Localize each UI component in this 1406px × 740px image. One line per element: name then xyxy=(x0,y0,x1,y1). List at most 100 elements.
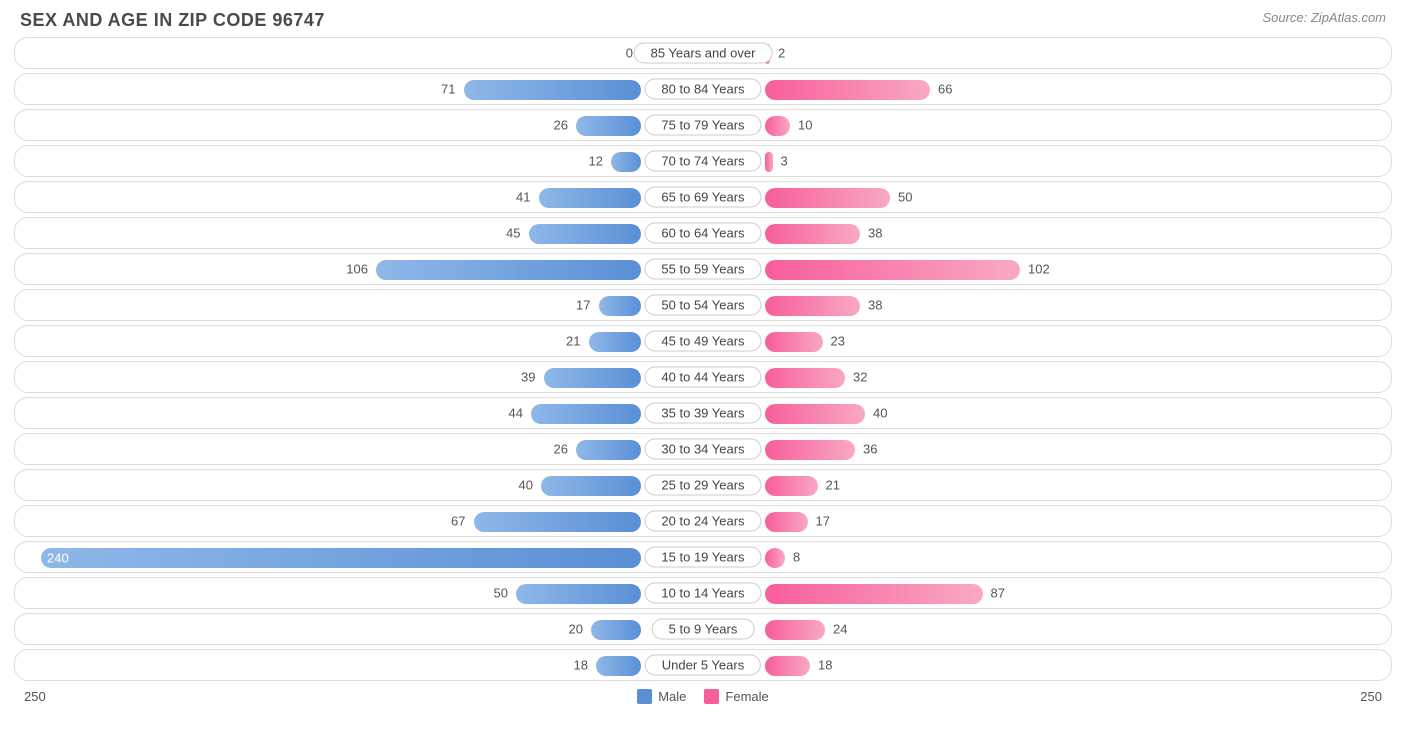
male-bar xyxy=(576,440,641,460)
legend-item-male: Male xyxy=(637,689,686,704)
female-value: 18 xyxy=(818,658,832,673)
chart-rows: 0285 Years and over716680 to 84 Years261… xyxy=(0,37,1406,681)
male-value: 240 xyxy=(47,551,69,566)
female-half: 32 xyxy=(703,362,1391,392)
pyramid-row: 39 32 40 to 44 Years xyxy=(14,361,1392,393)
pyramid-row: 18 18 Under 5 Years xyxy=(14,649,1392,681)
male-value: 17 xyxy=(576,298,590,313)
female-value: 32 xyxy=(853,370,867,385)
female-value: 17 xyxy=(816,514,830,529)
male-bar xyxy=(539,188,642,208)
male-swatch-icon xyxy=(637,689,652,704)
male-half: 0 xyxy=(15,38,703,68)
female-bar xyxy=(765,548,785,568)
female-half: 24 xyxy=(703,614,1391,644)
female-value: 102 xyxy=(1028,262,1050,277)
female-half: 66 xyxy=(703,74,1391,104)
legend-item-female: Female xyxy=(704,689,768,704)
axis-left-max: 250 xyxy=(24,689,46,704)
chart-legend: Male Female xyxy=(637,689,769,704)
male-bar xyxy=(544,368,642,388)
pyramid-row: 17 38 50 to 54 Years xyxy=(14,289,1392,321)
male-half: 39 xyxy=(15,362,703,392)
male-bar xyxy=(599,296,642,316)
male-bar xyxy=(541,476,641,496)
male-value: 41 xyxy=(516,190,530,205)
female-half: 10 xyxy=(703,110,1391,140)
category-label: 50 to 54 Years xyxy=(644,295,761,316)
category-label: 10 to 14 Years xyxy=(644,583,761,604)
category-label: 55 to 59 Years xyxy=(644,259,761,280)
category-label: 75 to 79 Years xyxy=(644,115,761,136)
female-value: 21 xyxy=(826,478,840,493)
male-half: 67 xyxy=(15,506,703,536)
male-value: 26 xyxy=(554,118,568,133)
male-half: 18 xyxy=(15,650,703,680)
category-label: 60 to 64 Years xyxy=(644,223,761,244)
female-half: 3 xyxy=(703,146,1391,176)
male-half: 41 xyxy=(15,182,703,212)
chart-container: SEX AND AGE IN ZIP CODE 96747 Source: Zi… xyxy=(0,0,1406,740)
chart-source: Source: ZipAtlas.com xyxy=(1262,10,1386,25)
male-bar xyxy=(376,260,641,280)
female-bar xyxy=(765,152,773,172)
female-value: 3 xyxy=(781,154,788,169)
male-half: 12 xyxy=(15,146,703,176)
male-value: 21 xyxy=(566,334,580,349)
male-half: 26 xyxy=(15,110,703,140)
female-half: 36 xyxy=(703,434,1391,464)
male-value: 20 xyxy=(569,622,583,637)
male-value: 18 xyxy=(574,658,588,673)
male-bar xyxy=(529,224,642,244)
female-value: 40 xyxy=(873,406,887,421)
male-half: 17 xyxy=(15,290,703,320)
female-value: 8 xyxy=(793,550,800,565)
pyramid-row: 263630 to 34 Years xyxy=(14,433,1392,465)
pyramid-row: 0 2 85 Years and over xyxy=(14,37,1392,69)
male-half: 44 xyxy=(15,398,703,428)
male-half: 71 xyxy=(15,74,703,104)
pyramid-row: 240815 to 19 Years xyxy=(14,541,1392,573)
chart-header: SEX AND AGE IN ZIP CODE 96747 Source: Zi… xyxy=(0,0,1406,37)
category-label: 35 to 39 Years xyxy=(644,403,761,424)
female-value: 38 xyxy=(868,298,882,313)
category-label: 40 to 44 Years xyxy=(644,367,761,388)
female-half: 21 xyxy=(703,470,1391,500)
male-bar: 240 xyxy=(41,548,641,568)
category-label: 85 Years and over xyxy=(634,43,773,64)
male-value: 71 xyxy=(441,82,455,97)
female-bar xyxy=(765,260,1020,280)
pyramid-row: 453860 to 64 Years xyxy=(14,217,1392,249)
pyramid-row: 12370 to 74 Years xyxy=(14,145,1392,177)
male-half: 50 xyxy=(15,578,703,608)
pyramid-row: 508710 to 14 Years xyxy=(14,577,1392,609)
male-half: 26 xyxy=(15,434,703,464)
female-swatch-icon xyxy=(704,689,719,704)
male-bar xyxy=(596,656,641,676)
male-value: 12 xyxy=(589,154,603,169)
female-bar xyxy=(765,188,890,208)
category-label: 45 to 49 Years xyxy=(644,331,761,352)
category-label: 20 to 24 Years xyxy=(644,511,761,532)
male-value: 106 xyxy=(346,262,368,277)
pyramid-row: 44 40 35 to 39 Years xyxy=(14,397,1392,429)
pyramid-row: 67 17 20 to 24 Years xyxy=(14,505,1392,537)
male-value: 44 xyxy=(509,406,523,421)
female-half: 23 xyxy=(703,326,1391,356)
male-half: 240 xyxy=(15,542,703,572)
female-value: 38 xyxy=(868,226,882,241)
female-bar xyxy=(765,116,790,136)
female-bar xyxy=(765,404,865,424)
male-half: 21 xyxy=(15,326,703,356)
pyramid-row: 716680 to 84 Years xyxy=(14,73,1392,105)
female-value: 24 xyxy=(833,622,847,637)
male-bar xyxy=(464,80,642,100)
category-label: 65 to 69 Years xyxy=(644,187,761,208)
female-bar xyxy=(765,440,855,460)
male-bar xyxy=(516,584,641,604)
female-value: 36 xyxy=(863,442,877,457)
female-half: 87 xyxy=(703,578,1391,608)
female-value: 2 xyxy=(778,46,785,61)
pyramid-row: 402125 to 29 Years xyxy=(14,469,1392,501)
category-label: Under 5 Years xyxy=(645,655,761,676)
